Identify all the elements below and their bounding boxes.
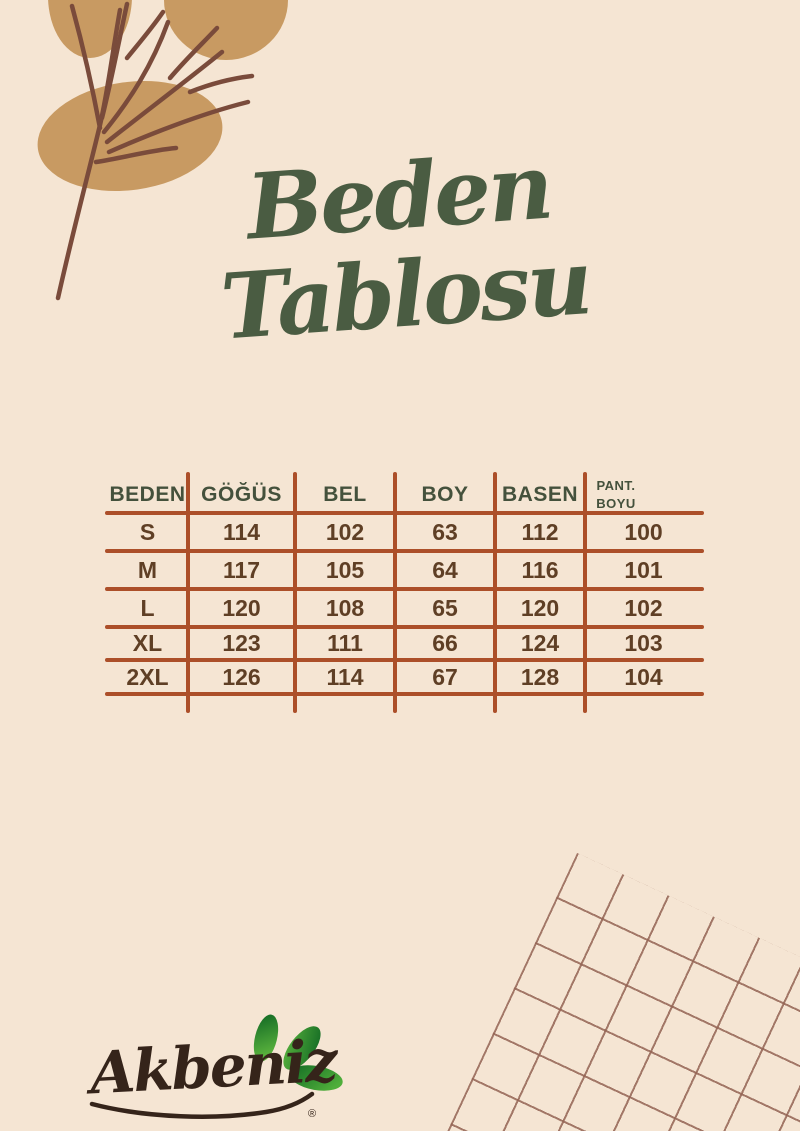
value-cell: 126 (222, 663, 261, 690)
value-cell: 64 (432, 556, 458, 583)
table-horizontal-line (105, 511, 704, 515)
value-cell: 112 (521, 518, 559, 545)
size-cell: M (137, 556, 158, 583)
title-line-2: Tablosu (217, 229, 594, 361)
value-cell: 108 (325, 594, 365, 621)
value-cell: 65 (432, 594, 458, 621)
size-table-cells: BEDEN GÖĞÜS BEL BOY BASEN PANT. BOYU S 1… (107, 477, 702, 694)
value-cell: 102 (325, 518, 365, 545)
size-cell: 2XL (126, 663, 169, 690)
page-title: Beden Tablosu (211, 134, 594, 361)
logo-underline-swoosh (89, 1091, 315, 1119)
size-cell: XL (132, 630, 163, 656)
registered-trademark: ® (308, 1108, 317, 1120)
value-cell: 102 (624, 594, 663, 621)
value-cell: 114 (326, 663, 364, 690)
table-horizontal-line (105, 587, 704, 591)
logo-leaves-icon (253, 1014, 343, 1091)
column-header-bel: BEL (323, 483, 367, 506)
value-cell: 101 (624, 556, 663, 583)
size-cell: S (139, 518, 156, 545)
size-cell: L (140, 594, 155, 621)
value-cell: 128 (520, 663, 560, 690)
table-vertical-line (393, 472, 397, 713)
value-cell: 114 (222, 518, 261, 545)
value-cell: 104 (624, 663, 663, 690)
value-cell: 111 (327, 630, 363, 656)
value-cell: 120 (520, 594, 560, 621)
value-cell: 103 (624, 630, 663, 656)
column-header-beden: BEDEN (109, 483, 186, 506)
value-cell: 105 (325, 556, 365, 583)
table-horizontal-line (105, 625, 704, 629)
column-header-gogus: GÖĞÜS (201, 483, 282, 506)
column-header-basen: BASEN (501, 483, 578, 506)
value-cell: 63 (432, 518, 458, 545)
table-vertical-line (493, 472, 497, 713)
branch-leaves-decoration (37, 0, 288, 301)
tan-blob-icon (48, 0, 132, 58)
value-cell: 123 (222, 630, 261, 656)
tan-blob-icon (37, 80, 223, 192)
value-cell: 116 (521, 556, 559, 583)
table-vertical-line (583, 472, 587, 713)
table-horizontal-line (105, 549, 704, 553)
column-header-pant-boyu: PANT. BOYU (596, 478, 636, 511)
value-cell: 120 (222, 594, 261, 621)
table-vertical-line (293, 472, 297, 713)
branch-lines-icon (55, 1, 255, 301)
table-vertical-line (186, 472, 190, 713)
value-cell: 67 (432, 663, 458, 690)
size-table: BEDEN GÖĞÜS BEL BOY BASEN PANT. BOYU S 1… (105, 472, 704, 713)
value-cell: 66 (432, 630, 458, 656)
brand-logo: Akbeniz ® (0, 990, 400, 1131)
column-header-boy: BOY (421, 483, 469, 506)
tan-blob-icon (164, 0, 288, 60)
value-cell: 124 (520, 630, 560, 656)
table-horizontal-line (105, 658, 704, 662)
table-horizontal-line (105, 692, 704, 696)
value-cell: 117 (222, 556, 261, 583)
value-cell: 100 (624, 518, 663, 545)
